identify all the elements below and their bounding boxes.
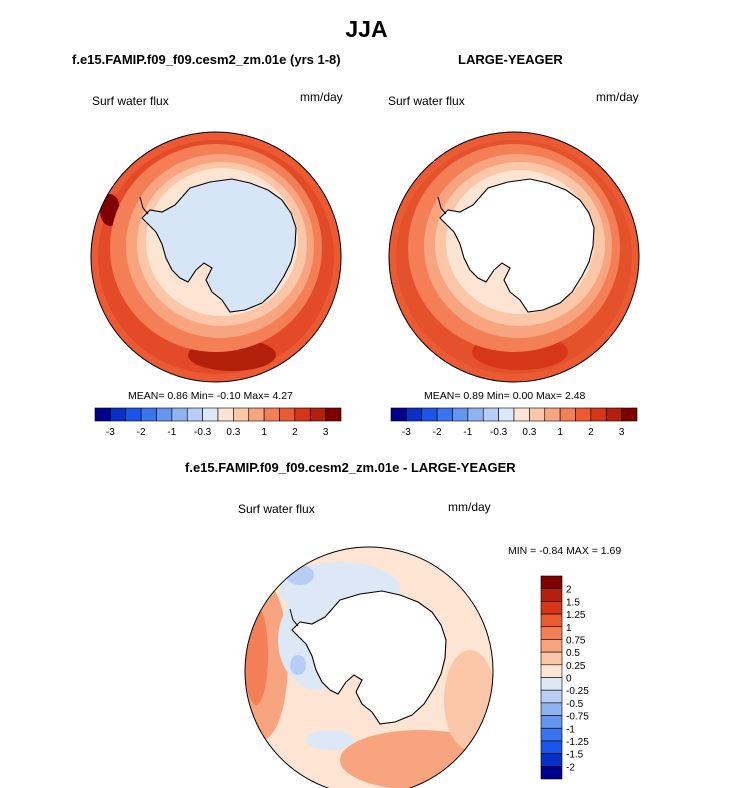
panel2-stats: MEAN= 0.89 Min= 0.00 Max= 2.48 — [424, 390, 586, 402]
panel1-colorbar-swatch — [309, 407, 326, 422]
panel1-title: f.e15.FAMIP.f09_f09.cesm2_zm.01e (yrs 1-… — [72, 52, 341, 67]
panel2-colorbar-swatch — [421, 407, 438, 422]
diff-colorbar-swatch — [540, 766, 563, 780]
panel1-colorbar-swatch — [294, 407, 311, 422]
panel1-colorbar-swatch — [186, 407, 203, 422]
panel3-map — [244, 546, 494, 788]
panel2-colorbar-swatch — [544, 407, 561, 422]
panel2-colorbar-swatch — [529, 407, 546, 422]
diff-colorbar-swatch — [540, 601, 563, 615]
panel2-colorbar-swatch — [513, 407, 530, 422]
diff-colorbar-tick-label: -0.75 — [566, 712, 589, 723]
panel1-stats: MEAN= 0.86 Min= -0.10 Max= 4.27 — [128, 390, 293, 402]
diff-colorbar-swatch — [540, 740, 563, 754]
panel1-variable: Surf water flux — [92, 94, 169, 108]
panel3-units: mm/day — [448, 500, 491, 514]
panel1-colorbar-tick-label: 2 — [292, 427, 298, 438]
figure-title: JJA — [345, 16, 388, 42]
diff-colorbar-swatch — [540, 664, 563, 678]
panel2-colorbar-tick-label: 0.3 — [522, 427, 536, 438]
panel2-colorbar-swatch — [559, 407, 576, 422]
diff-colorbar-swatch — [540, 753, 563, 767]
panel2-colorbar-swatch — [590, 407, 607, 422]
panel2-colorbar-tick-label: 3 — [619, 427, 625, 438]
panel1-colorbar-tick-label: -1 — [167, 427, 176, 438]
panel2-colorbar-swatch — [498, 407, 515, 422]
panel1-colorbar-swatch — [125, 407, 142, 422]
panel2-map — [388, 131, 640, 383]
diff-colorbar-swatch — [540, 715, 563, 729]
diff-colorbar-tick-label: 2 — [566, 585, 572, 596]
panel2-colorbar-tick-label: 1 — [557, 427, 563, 438]
diff-colorbar-tick-label: 0.25 — [566, 661, 586, 672]
panel1-colorbar-swatch — [217, 407, 234, 422]
panel2-title: LARGE-YEAGER — [458, 52, 563, 67]
panel1-colorbar-swatch — [248, 407, 265, 422]
diff-colorbar-swatch — [540, 613, 563, 628]
panel2-colorbar-tick-label: -0.3 — [490, 427, 508, 438]
panel1-units: mm/day — [300, 90, 343, 104]
panel2-colorbar-swatch — [467, 407, 484, 422]
panel1-colorbar: -3 -2 -1 -0.3 0.3 1 2 3 — [94, 407, 342, 438]
diff-colorbar-tick-label: 0 — [566, 674, 572, 685]
panel3-stats: MIN = -0.84 MAX = 1.69 — [508, 545, 622, 557]
diff-colorbar-tick-label: -1 — [566, 724, 575, 735]
panel2-colorbar: -3 -2 -1 -0.3 0.3 1 2 3 — [390, 407, 638, 438]
panel1-map — [90, 131, 342, 383]
panel2-colorbar-tick-label: -3 — [402, 427, 411, 438]
panel1-colorbar-tick-label: 3 — [323, 427, 329, 438]
diff-colorbar-tick-label: 0.5 — [566, 648, 580, 659]
diff-colorbar-tick-label: -2 — [566, 762, 575, 773]
panel2-colorbar-swatch — [575, 407, 592, 422]
panel1-colorbar-swatch — [140, 407, 157, 422]
diff-colorbar-tick-label: -0.5 — [566, 699, 584, 710]
diff-colorbar-swatch — [540, 639, 563, 653]
panel2-colorbar-swatch — [436, 407, 453, 422]
panel2-colorbar-swatch — [605, 407, 622, 422]
panel1-colorbar-tick-label: -0.3 — [194, 427, 212, 438]
diff-colorbar-tick-label: 0.75 — [566, 635, 586, 646]
panel2-variable: Surf water flux — [388, 94, 465, 108]
diff-colorbar-swatch — [540, 727, 563, 742]
diff-colorbar-swatch — [540, 626, 563, 640]
diff-colorbar: 21.5 1.25 10.75 0.5 0.25 0-0.25 -0.5 -0.75-1 -1.… — [540, 575, 589, 780]
diff-colorbar-swatch — [540, 575, 563, 589]
panel2-colorbar-swatch — [390, 407, 407, 422]
panel1-colorbar-swatch — [279, 407, 296, 422]
panel1-colorbar-swatch — [171, 407, 188, 422]
panel1-colorbar-tick-label: -3 — [106, 427, 115, 438]
panel1-colorbar-swatch — [202, 407, 219, 422]
diff-colorbar-tick-label: -0.25 — [566, 686, 589, 697]
diff-colorbar-tick-label: 1.5 — [566, 597, 580, 608]
panel2-colorbar-swatch — [406, 407, 423, 422]
diff-colorbar-swatch — [540, 588, 563, 602]
panel1-colorbar-swatch — [325, 407, 342, 422]
panel1-colorbar-tick-label: -2 — [137, 427, 146, 438]
panel3-title: f.e15.FAMIP.f09_f09.cesm2_zm.01e - LARGE… — [185, 460, 516, 475]
panel2-colorbar-swatch — [452, 407, 469, 422]
diff-colorbar-swatch — [540, 651, 563, 666]
panel1-colorbar-swatch — [110, 407, 127, 422]
panel2-colorbar-tick-label: -1 — [463, 427, 472, 438]
panel1-colorbar-swatch — [156, 407, 173, 422]
diff-colorbar-tick-label: 1 — [566, 623, 572, 634]
panel2-colorbar-swatch — [482, 407, 499, 422]
diff-colorbar-tick-label: -1.25 — [566, 737, 589, 748]
panel1-colorbar-tick-label: 0.3 — [226, 427, 240, 438]
diff-colorbar-swatch — [540, 702, 563, 716]
panel3-variable: Surf water flux — [238, 502, 315, 516]
panel1-colorbar-swatch — [263, 407, 280, 422]
panel1-colorbar-swatch — [94, 407, 111, 422]
diff-colorbar-tick-label: 1.25 — [566, 610, 586, 621]
panel2-colorbar-swatch — [621, 407, 638, 422]
diff-colorbar-swatch — [540, 689, 563, 704]
diff-colorbar-tick-label: -1.5 — [566, 750, 584, 761]
panel1-colorbar-tick-label: 1 — [261, 427, 267, 438]
panel1-colorbar-swatch — [233, 407, 250, 422]
panel2-colorbar-tick-label: 2 — [588, 427, 594, 438]
diff-colorbar-swatch — [540, 677, 563, 691]
panel2-units: mm/day — [596, 90, 639, 104]
panel2-colorbar-tick-label: -2 — [433, 427, 442, 438]
